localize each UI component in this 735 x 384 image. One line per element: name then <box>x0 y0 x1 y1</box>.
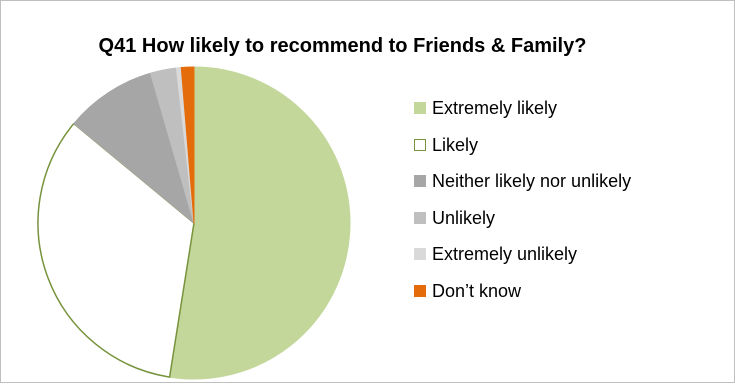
legend-swatch <box>414 102 426 114</box>
chart-title: Q41 How likely to recommend to Friends &… <box>98 35 587 57</box>
legend-item: Neither likely nor unlikely <box>414 170 631 192</box>
pie-slice-extremely-likely <box>169 66 351 380</box>
legend-item: Unlikely <box>414 207 495 229</box>
legend-label: Unlikely <box>432 207 496 228</box>
legend-item: Extremely likely <box>414 97 557 119</box>
legend-item: Extremely unlikely <box>414 243 577 265</box>
legend-item: Don’t know <box>414 280 521 302</box>
pie-slice-don-t-know <box>180 66 195 224</box>
legend-label: Extremely unlikely <box>432 244 578 264</box>
legend-swatch <box>414 248 426 260</box>
legend-label: Extremely likely <box>432 98 558 118</box>
legend-swatch <box>414 175 426 187</box>
legend-label: Neither likely nor unlikely <box>432 171 632 191</box>
legend-item: Likely <box>414 134 478 156</box>
pie-slice-neither-likely-nor-unlikely <box>73 72 195 224</box>
legend-label: Likely <box>432 134 479 155</box>
legend-label: Don’t know <box>432 280 522 301</box>
pie-slice-likely <box>37 122 195 378</box>
legend-swatch <box>414 284 426 297</box>
legend-swatch <box>414 138 426 151</box>
legend-swatch <box>414 211 426 224</box>
